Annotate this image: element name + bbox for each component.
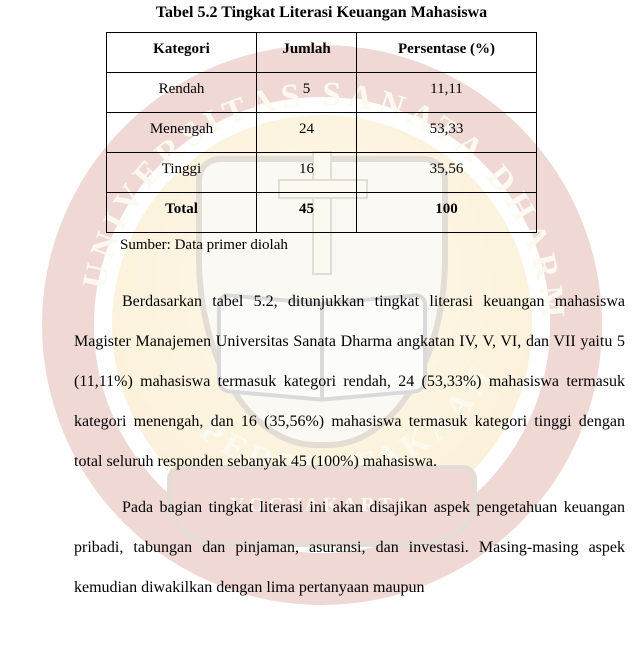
cell-persen: 11,11 [357, 73, 537, 113]
cell-kategori: Tinggi [107, 153, 257, 193]
cell-total-jumlah: 45 [257, 193, 357, 233]
literacy-table: Kategori Jumlah Persentase (%) Rendah 5 … [106, 32, 537, 233]
cell-jumlah: 24 [257, 113, 357, 153]
table-total-row: Total 45 100 [107, 193, 537, 233]
cell-kategori: Menengah [107, 113, 257, 153]
cell-kategori: Rendah [107, 73, 257, 113]
cell-jumlah: 5 [257, 73, 357, 113]
cell-jumlah: 16 [257, 153, 357, 193]
cell-persen: 53,33 [357, 113, 537, 153]
cell-total-label: Total [107, 193, 257, 233]
table-row: Tinggi 16 35,56 [107, 153, 537, 193]
paragraph: Pada bagian tingkat literasi ini akan di… [74, 488, 625, 608]
col-jumlah: Jumlah [257, 33, 357, 73]
table-row: Menengah 24 53,33 [107, 113, 537, 153]
col-kategori: Kategori [107, 33, 257, 73]
table-header-row: Kategori Jumlah Persentase (%) [107, 33, 537, 73]
body-paragraphs: Berdasarkan tabel 5.2, ditunjukkan tingk… [14, 282, 629, 608]
paragraph: Berdasarkan tabel 5.2, ditunjukkan tingk… [74, 282, 625, 482]
table-row: Rendah 5 11,11 [107, 73, 537, 113]
table-source: Sumber: Data primer diolah [120, 237, 629, 254]
table-title: Tabel 5.2 Tingkat Literasi Keuangan Maha… [14, 4, 629, 22]
col-persentase: Persentase (%) [357, 33, 537, 73]
cell-total-persen: 100 [357, 193, 537, 233]
cell-persen: 35,56 [357, 153, 537, 193]
